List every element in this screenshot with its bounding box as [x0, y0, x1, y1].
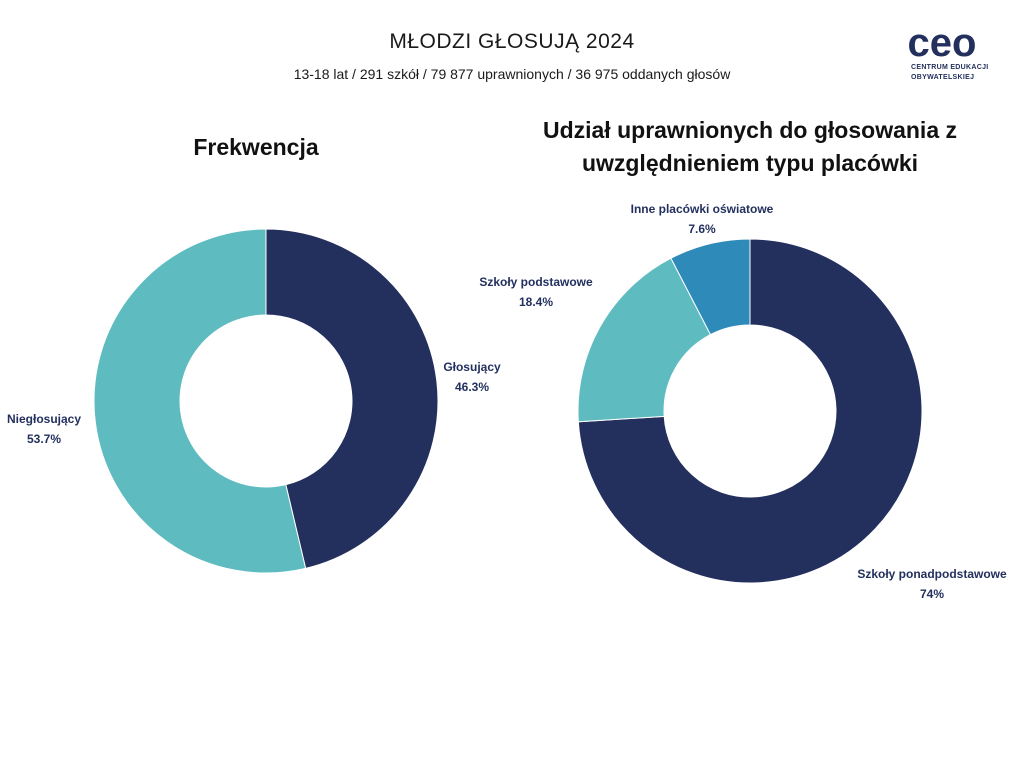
ceo-logo: ceo CENTRUM EDUKACJI OBYWATELSKIEJ — [886, 26, 998, 86]
donut-slice-szkoly-ponadpodstawowe — [577, 238, 923, 584]
ceo-logo-wordmark: ceo — [908, 26, 977, 62]
page-title: MŁODZI GŁOSUJĄ 2024 — [389, 30, 635, 53]
slice-label-szkoly-ponadpodstawowe: Szkoły ponadpodstawowe — [857, 567, 1007, 581]
donut-slice-glosujacy — [265, 228, 439, 569]
slice-value-szkoly-podstawowe: 18.4% — [519, 295, 553, 309]
logo-line-2: OBYWATELSKIEJ — [911, 74, 975, 81]
donut-slice-inne-placowki-oswiatowe — [670, 238, 751, 336]
donut-slice-szkoly-podstawowe — [577, 257, 712, 423]
slice-value-glosujacy: 46.3% — [455, 380, 489, 394]
slice-label-szkoly-podstawowe: Szkoły podstawowe — [479, 275, 593, 289]
logo-line-1: CENTRUM EDUKACJI — [911, 64, 989, 71]
chart-title-frekwencja: Frekwencja — [193, 134, 319, 160]
slice-label-glosujacy: Głosujący — [443, 360, 501, 374]
slice-value-nieglosujacy: 53.7% — [27, 432, 61, 446]
slice-label-inne-placowki-oswiatowe: Inne placówki oświatowe — [631, 202, 774, 216]
donut-chart-placowki: Szkoły ponadpodstawowe 74% Szkoły podstawo… — [479, 202, 1007, 601]
page-subtitle: 13-18 lat / 291 szkół / 79 877 uprawnion… — [293, 66, 731, 82]
slice-label-nieglosujacy: Niegłosujący — [7, 412, 81, 426]
chart-title-placowki: Udział uprawnionych do głosowania z uwzg… — [542, 117, 958, 176]
donut-chart-frekwencja: Głosujący 46.3% Niegłosujący 53.7% — [7, 228, 501, 574]
slice-value-szkoly-ponadpodstawowe: 74% — [920, 587, 944, 601]
slice-value-inne-placowki-oswiatowe: 7.6% — [688, 222, 716, 236]
donut-slice-nieglosujacy — [93, 228, 307, 574]
ceo-logo-mark: ceo — [908, 26, 977, 62]
